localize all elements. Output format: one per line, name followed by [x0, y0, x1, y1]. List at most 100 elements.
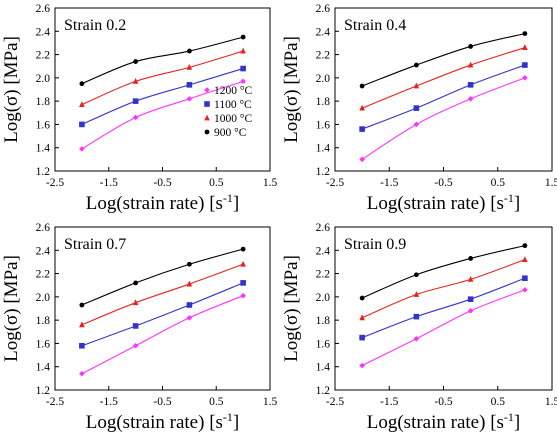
series-line-1: [361, 64, 526, 130]
y-tick-label: 1.8: [36, 315, 51, 327]
data-point-series-2: [522, 44, 528, 50]
data-point-series-1: [79, 121, 85, 128]
data-point-series-2: [186, 63, 193, 70]
data-point-series-2: [359, 314, 365, 321]
y-tick-label: 1.2: [36, 166, 51, 178]
x-axis-label: Log(strain rate) [s-1]: [367, 410, 521, 433]
y-axis-label: Log(σ) [MPa]: [1, 255, 22, 362]
data-point-series-2: [413, 82, 420, 89]
series-line-0: [361, 77, 526, 160]
y-tick-label: 1.4: [316, 143, 331, 155]
x-tick-label: -2.5: [326, 396, 344, 408]
data-point-series-3: [79, 302, 85, 308]
y-tick-label: 2.2: [316, 269, 331, 281]
y-tick-label: 1.8: [316, 315, 331, 327]
data-point-series-0: [79, 146, 85, 152]
data-point-series-3: [240, 246, 246, 252]
y-tick-label: 1.6: [316, 338, 331, 350]
data-point-series-2: [467, 275, 474, 282]
data-point-series-3: [468, 256, 474, 261]
data-point-series-0: [413, 335, 420, 342]
data-point-series-1: [240, 280, 246, 286]
x-tick-label: 0.5: [491, 177, 506, 189]
y-tick-label: 1.4: [316, 362, 331, 374]
series-line-1: [361, 277, 526, 339]
data-point-series-0: [522, 75, 528, 81]
data-point-series-3: [186, 48, 192, 54]
x-tick-label: 0.5: [209, 177, 224, 189]
y-tick-label: 2.0: [316, 73, 331, 85]
y-tick-label: 2.0: [36, 73, 51, 85]
legend: 1200 °C 1100 °C 1000 °C 900 °C: [204, 85, 252, 139]
legend-marker-series-0: [204, 87, 210, 93]
series-line-1: [81, 68, 244, 125]
data-point-series-1: [79, 342, 85, 349]
x-tick-label: -0.5: [434, 177, 452, 189]
y-tick-label: 2.4: [36, 245, 51, 257]
data-point-series-3: [359, 295, 365, 301]
data-point-series-1: [186, 302, 193, 308]
data-point-series-0: [522, 287, 528, 293]
data-point-series-0: [132, 342, 139, 349]
x-axis-label: Log(strain rate) [s-1]: [367, 191, 521, 214]
x-tick-label: 0.5: [209, 396, 224, 408]
data-point-series-3: [359, 83, 365, 89]
y-tick-label: 2.4: [36, 26, 51, 38]
panel-title: Strain 0.4: [344, 17, 406, 34]
y-tick-label: 1.2: [36, 385, 51, 397]
y-tick-label: 1.8: [36, 96, 51, 108]
data-point-series-2: [467, 61, 474, 68]
x-tick-label: 1.5: [545, 177, 557, 189]
data-point-series-2: [522, 256, 528, 262]
series-line-0: [81, 295, 244, 375]
data-point-series-1: [132, 323, 139, 329]
y-axis-label: Log(σ) [MPa]: [281, 255, 302, 362]
y-tick-label: 1.4: [36, 362, 51, 374]
y-tick-label: 2.4: [316, 26, 331, 38]
data-point-series-1: [522, 62, 528, 68]
data-point-series-3: [522, 31, 528, 37]
series-line-1: [81, 282, 244, 347]
y-tick-label: 2.4: [316, 245, 331, 257]
x-tick-label: -1.5: [100, 177, 118, 189]
legend-marker-series-3: [204, 129, 210, 135]
x-tick-label: 1.5: [263, 177, 278, 189]
series-line-2: [81, 263, 244, 326]
data-point-series-0: [132, 114, 139, 121]
y-tick-label: 2.6: [316, 3, 331, 15]
data-point-series-2: [359, 104, 365, 111]
panel-title: Strain 0.2: [64, 17, 126, 34]
data-point-series-1: [413, 105, 420, 111]
series-line-0: [361, 289, 526, 367]
data-point-series-0: [186, 96, 193, 102]
data-point-series-2: [240, 260, 246, 267]
panel-title: Strain 0.7: [64, 236, 126, 253]
data-point-series-3: [186, 261, 192, 267]
series-line-2: [361, 47, 526, 109]
data-point-series-0: [186, 315, 193, 321]
legend-label-series-2: 1000 °C: [214, 113, 252, 125]
data-point-series-2: [413, 291, 420, 297]
data-point-series-2: [79, 321, 85, 328]
series-line-3: [81, 248, 244, 306]
y-tick-label: 2.6: [36, 3, 51, 15]
y-axis-label: Log(σ) [MPa]: [281, 36, 302, 143]
data-point-series-1: [467, 82, 474, 88]
data-point-series-3: [133, 59, 139, 64]
data-point-series-3: [413, 272, 419, 278]
series-line-3: [361, 33, 526, 87]
data-point-series-2: [240, 47, 246, 54]
y-tick-label: 1.2: [316, 166, 331, 178]
data-point-series-1: [186, 82, 193, 88]
data-point-series-1: [522, 275, 528, 282]
data-point-series-3: [468, 44, 474, 49]
data-point-series-0: [240, 78, 246, 85]
data-point-series-2: [132, 299, 139, 306]
y-tick-label: 2.2: [36, 50, 51, 62]
x-axis-label: Log(strain rate) [s-1]: [86, 191, 240, 214]
data-point-series-3: [133, 280, 139, 286]
data-point-series-2: [186, 280, 193, 287]
series-line-0: [81, 80, 244, 150]
panel-title: Strain 0.9: [344, 236, 406, 253]
